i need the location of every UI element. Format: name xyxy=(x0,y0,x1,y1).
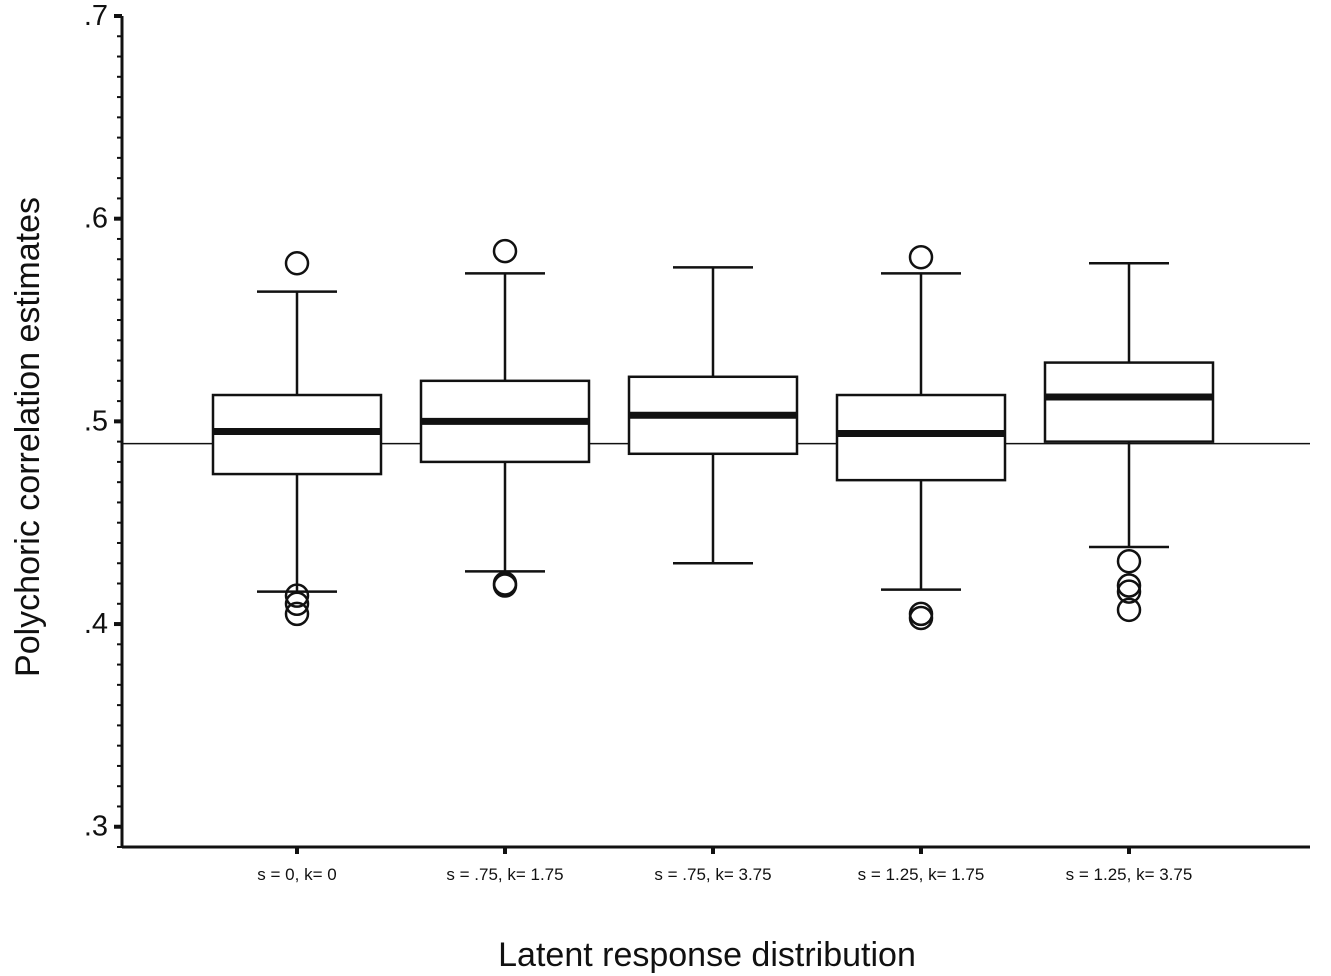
outlier-point xyxy=(284,591,310,617)
x-axis: s = 0, k= 0 s = .75, k= 1.75 s = .75, k= 3… xyxy=(122,845,1310,884)
y-axis-title: Polychoric correlation estimates xyxy=(9,197,47,677)
outlier-point xyxy=(492,573,518,598)
outlier-point xyxy=(1116,579,1142,604)
y-tick-label: .5 xyxy=(84,405,108,437)
iqr-box xyxy=(1043,361,1215,443)
x-category-label: s = 1.25, k= 1.75 xyxy=(858,865,985,884)
y-tick-label: .7 xyxy=(84,0,108,32)
y-tick-label: .3 xyxy=(84,811,108,843)
outlier-point xyxy=(908,605,934,631)
y-axis: .3 .4 .5 .6 .7 xyxy=(84,0,124,848)
iqr-box xyxy=(835,393,1007,482)
box-group xyxy=(1043,262,1215,623)
y-tick-label: .6 xyxy=(84,203,108,235)
outlier-point xyxy=(1116,548,1142,574)
x-category-label: s = 0, k= 0 xyxy=(257,865,336,884)
box-group xyxy=(835,244,1007,631)
x-axis-title: Latent response distribution xyxy=(498,936,916,974)
x-category-label: s = 1.25, k= 3.75 xyxy=(1066,865,1193,884)
box-group xyxy=(627,266,799,565)
outlier-point xyxy=(1116,597,1142,623)
outlier-point xyxy=(284,601,310,627)
y-tick-label: .4 xyxy=(84,608,108,640)
outlier-point xyxy=(908,244,934,270)
outlier-point xyxy=(1116,573,1142,598)
boxplot-series xyxy=(122,238,1310,631)
box-group xyxy=(419,238,591,598)
outlier-point xyxy=(492,571,518,596)
x-category-label: s = .75, k= 3.75 xyxy=(654,865,771,884)
outlier-point xyxy=(492,238,518,264)
outlier-point xyxy=(284,583,310,608)
x-category-label: s = .75, k= 1.75 xyxy=(446,865,563,884)
box-group xyxy=(211,251,383,627)
outlier-point xyxy=(284,251,310,276)
